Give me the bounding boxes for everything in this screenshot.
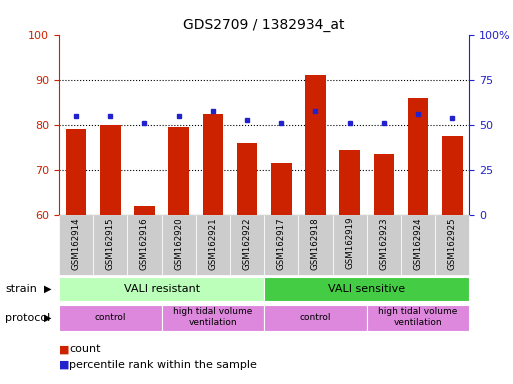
FancyBboxPatch shape	[162, 305, 264, 331]
Text: GSM162922: GSM162922	[243, 217, 251, 270]
Bar	[305, 75, 326, 215]
Text: count: count	[69, 344, 101, 354]
FancyBboxPatch shape	[367, 305, 469, 331]
Bar	[237, 143, 258, 215]
Text: strain: strain	[5, 284, 37, 294]
Text: GSM162923: GSM162923	[380, 217, 388, 270]
Text: GSM162924: GSM162924	[413, 217, 423, 270]
Text: protocol: protocol	[5, 313, 50, 323]
Text: GSM162925: GSM162925	[448, 217, 457, 270]
Text: ■: ■	[59, 344, 69, 354]
Text: GSM162920: GSM162920	[174, 217, 183, 270]
Text: GSM162921: GSM162921	[208, 217, 218, 270]
Text: GSM162914: GSM162914	[72, 217, 81, 270]
Bar	[408, 98, 428, 215]
Text: ▶: ▶	[44, 313, 51, 323]
Text: GSM162917: GSM162917	[277, 217, 286, 270]
FancyBboxPatch shape	[59, 305, 162, 331]
Text: GSM162918: GSM162918	[311, 217, 320, 270]
Text: VALI resistant: VALI resistant	[124, 284, 200, 294]
Text: VALI sensitive: VALI sensitive	[328, 284, 405, 294]
Text: GSM162915: GSM162915	[106, 217, 115, 270]
Bar	[373, 154, 394, 215]
Text: percentile rank within the sample: percentile rank within the sample	[69, 360, 257, 370]
Bar	[134, 206, 155, 215]
FancyBboxPatch shape	[264, 277, 469, 301]
Text: GSM162919: GSM162919	[345, 217, 354, 270]
Bar	[100, 125, 121, 215]
Bar	[168, 127, 189, 215]
FancyBboxPatch shape	[264, 305, 367, 331]
Text: high tidal volume
ventilation: high tidal volume ventilation	[379, 308, 458, 327]
Bar	[340, 150, 360, 215]
Text: control: control	[94, 313, 126, 322]
Bar	[203, 114, 223, 215]
Text: ▶: ▶	[44, 284, 51, 294]
Text: ■: ■	[59, 360, 69, 370]
Bar	[66, 129, 86, 215]
Title: GDS2709 / 1382934_at: GDS2709 / 1382934_at	[184, 18, 345, 32]
Bar	[442, 136, 463, 215]
FancyBboxPatch shape	[59, 277, 264, 301]
Text: control: control	[300, 313, 331, 322]
Text: GSM162916: GSM162916	[140, 217, 149, 270]
Bar	[271, 163, 291, 215]
Text: high tidal volume
ventilation: high tidal volume ventilation	[173, 308, 252, 327]
